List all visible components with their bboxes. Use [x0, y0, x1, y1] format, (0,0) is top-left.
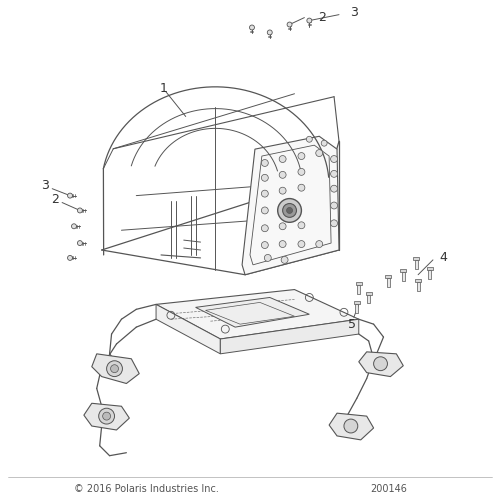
- Circle shape: [98, 408, 114, 424]
- Circle shape: [330, 202, 338, 209]
- Circle shape: [298, 184, 305, 191]
- Bar: [413, 257, 419, 260]
- Circle shape: [330, 220, 338, 227]
- Circle shape: [279, 187, 286, 194]
- Circle shape: [298, 240, 305, 248]
- Polygon shape: [359, 352, 404, 376]
- Polygon shape: [156, 304, 220, 354]
- Circle shape: [330, 170, 338, 177]
- Bar: [356, 282, 362, 284]
- Text: 3: 3: [42, 179, 49, 192]
- Bar: [415, 278, 421, 281]
- Circle shape: [68, 256, 72, 260]
- Text: © 2016 Polaris Industries Inc.: © 2016 Polaris Industries Inc.: [74, 484, 219, 494]
- Circle shape: [110, 364, 118, 372]
- Circle shape: [287, 22, 292, 27]
- Circle shape: [344, 419, 358, 433]
- Bar: [366, 292, 372, 294]
- Circle shape: [68, 193, 72, 198]
- Bar: [358, 284, 360, 294]
- Bar: [402, 272, 405, 280]
- Circle shape: [316, 150, 322, 156]
- Circle shape: [262, 190, 268, 197]
- Circle shape: [330, 156, 338, 162]
- Text: 200146: 200146: [370, 484, 407, 494]
- Polygon shape: [84, 404, 130, 430]
- Bar: [427, 267, 433, 270]
- Circle shape: [298, 168, 305, 175]
- Circle shape: [262, 207, 268, 214]
- Circle shape: [282, 204, 296, 218]
- Circle shape: [279, 223, 286, 230]
- Text: 3: 3: [350, 6, 358, 19]
- Bar: [416, 282, 420, 290]
- Polygon shape: [156, 290, 359, 339]
- Circle shape: [106, 361, 122, 376]
- Polygon shape: [329, 413, 374, 440]
- Bar: [386, 274, 392, 278]
- Circle shape: [268, 30, 272, 35]
- Bar: [428, 270, 432, 278]
- Text: 1: 1: [160, 82, 168, 96]
- Polygon shape: [196, 298, 310, 327]
- Circle shape: [78, 240, 82, 246]
- Bar: [367, 294, 370, 304]
- Bar: [387, 278, 390, 286]
- Circle shape: [281, 256, 288, 264]
- Circle shape: [298, 152, 305, 160]
- Circle shape: [306, 136, 312, 142]
- Bar: [354, 302, 360, 304]
- Circle shape: [262, 225, 268, 232]
- Bar: [400, 269, 406, 272]
- Circle shape: [298, 222, 305, 228]
- Circle shape: [264, 254, 272, 262]
- Circle shape: [262, 160, 268, 166]
- Text: 2: 2: [318, 11, 326, 24]
- Circle shape: [72, 224, 76, 228]
- Text: 2: 2: [52, 193, 59, 206]
- Circle shape: [279, 156, 286, 162]
- Circle shape: [374, 357, 388, 370]
- Circle shape: [279, 240, 286, 248]
- Text: 4: 4: [439, 252, 447, 264]
- Polygon shape: [92, 354, 139, 384]
- Circle shape: [262, 174, 268, 182]
- Bar: [414, 260, 418, 269]
- Circle shape: [278, 198, 301, 222]
- Text: 5: 5: [348, 318, 356, 330]
- Circle shape: [102, 412, 110, 420]
- Polygon shape: [220, 319, 359, 354]
- Polygon shape: [242, 136, 339, 274]
- Circle shape: [262, 242, 268, 248]
- Circle shape: [321, 140, 327, 146]
- Circle shape: [279, 172, 286, 178]
- Circle shape: [78, 208, 82, 213]
- Circle shape: [286, 208, 292, 214]
- Circle shape: [316, 240, 322, 248]
- Circle shape: [330, 185, 338, 192]
- Circle shape: [307, 18, 312, 23]
- Bar: [356, 304, 358, 314]
- Circle shape: [250, 25, 254, 30]
